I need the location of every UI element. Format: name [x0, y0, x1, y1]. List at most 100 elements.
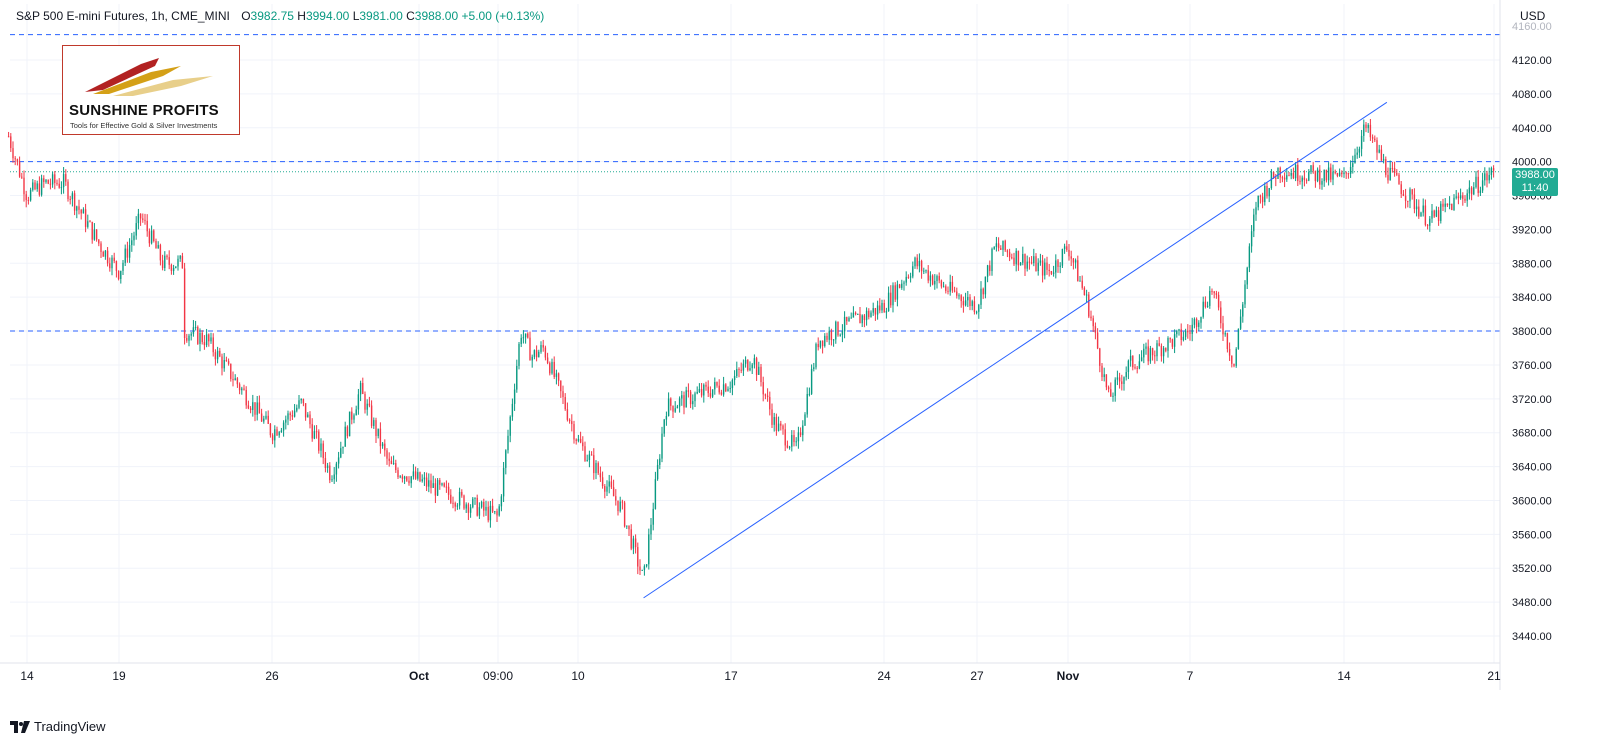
candle-body [1396, 172, 1398, 175]
candle-body [428, 480, 430, 487]
currency-label[interactable]: USD [1520, 9, 1546, 23]
candle-body [1180, 329, 1182, 340]
candle-body [729, 388, 731, 390]
candle-body [1105, 374, 1108, 388]
candle-body [1435, 210, 1438, 217]
candle-body [133, 235, 135, 241]
candle-body [260, 413, 263, 422]
candle-body [1083, 287, 1086, 296]
candle-body [1070, 256, 1072, 259]
candle-body [298, 400, 300, 408]
candle-body [738, 369, 740, 371]
candle-body [934, 281, 936, 285]
candle-body [656, 464, 659, 480]
candle-body [1391, 168, 1394, 170]
candle-body [1248, 246, 1251, 268]
last-price-value: 3988.00 [1515, 169, 1555, 181]
candle-body [626, 525, 628, 527]
candle-body [1048, 269, 1050, 271]
candle-body [971, 301, 973, 307]
candle-body [232, 378, 234, 381]
candle-body [714, 382, 716, 390]
candle-body [124, 248, 126, 263]
candle-body [1444, 203, 1446, 207]
y-tick-label: 3600.00 [1512, 495, 1552, 507]
candle-body [1459, 195, 1462, 199]
candle-body [755, 358, 758, 375]
candle-body [524, 333, 527, 338]
symbol-legend[interactable]: S&P 500 E-mini Futures, 1h, CME_MINI O39… [16, 9, 544, 23]
candle-body [1116, 377, 1119, 380]
candle-body [599, 473, 602, 478]
candle-body [395, 463, 397, 471]
candle-body [1195, 318, 1198, 327]
candle-body [601, 477, 604, 487]
candle-body [597, 463, 599, 474]
candle-body [489, 505, 492, 521]
candle-body [197, 327, 199, 344]
candle-body [1325, 169, 1328, 181]
candle-body [615, 496, 617, 501]
candle-body [1061, 248, 1064, 266]
candle-body [744, 359, 747, 364]
candle-body [252, 402, 254, 410]
candle-body [784, 429, 786, 446]
candle-body [320, 443, 322, 451]
candle-body [1041, 260, 1044, 276]
x-tick-label: 14 [1337, 669, 1351, 683]
candle-body [100, 243, 102, 252]
candle-body [1367, 124, 1369, 129]
candle-body [1429, 218, 1431, 226]
candle-body [49, 183, 52, 185]
candle-body [166, 255, 168, 258]
candle-body [595, 463, 597, 474]
candle-body [1451, 203, 1453, 211]
candle-body [181, 255, 184, 269]
candle-body [139, 213, 142, 219]
candle-body [986, 265, 989, 277]
candle-body [256, 402, 258, 415]
candle-body [984, 276, 987, 295]
candle-body [507, 435, 509, 451]
candle-body [333, 474, 335, 480]
candle-body [1030, 262, 1033, 264]
candle-body [1231, 355, 1233, 364]
candle-body [707, 386, 709, 394]
candle-body [1275, 177, 1277, 179]
candle-body [1420, 212, 1422, 217]
candle-body [1404, 195, 1407, 201]
candle-body [1024, 254, 1026, 269]
candle-body [1347, 173, 1350, 175]
candle-body [179, 255, 181, 259]
candle-body [538, 351, 540, 358]
candle-body [40, 178, 43, 195]
y-tick-label: 3760.00 [1512, 360, 1552, 372]
candle-body [854, 312, 857, 315]
candle-body [542, 345, 544, 348]
candle-body [38, 183, 41, 195]
candle-body [1187, 330, 1189, 333]
candle-body [245, 389, 247, 406]
candle-body [230, 363, 232, 379]
candle-body [458, 491, 461, 506]
candle-body [1484, 173, 1486, 181]
tradingview-brand[interactable]: TradingView [10, 719, 106, 734]
candle-body [1077, 260, 1079, 282]
candle-body [1132, 355, 1134, 368]
candle-body [868, 310, 870, 318]
candle-body [1110, 389, 1112, 397]
candle-body [516, 365, 518, 390]
candle-body [205, 334, 208, 346]
candle-body [685, 390, 687, 408]
candle-body [874, 308, 877, 315]
y-tick-label: 4160.00 [1512, 21, 1552, 33]
candle-body [1002, 240, 1004, 250]
swoosh-logo-icon [85, 58, 213, 96]
candle-body [606, 486, 608, 492]
candle-body [159, 245, 162, 261]
candle-body [931, 275, 934, 285]
candle-body [412, 471, 415, 477]
candle-body [1222, 323, 1224, 335]
candle-body [573, 424, 575, 440]
